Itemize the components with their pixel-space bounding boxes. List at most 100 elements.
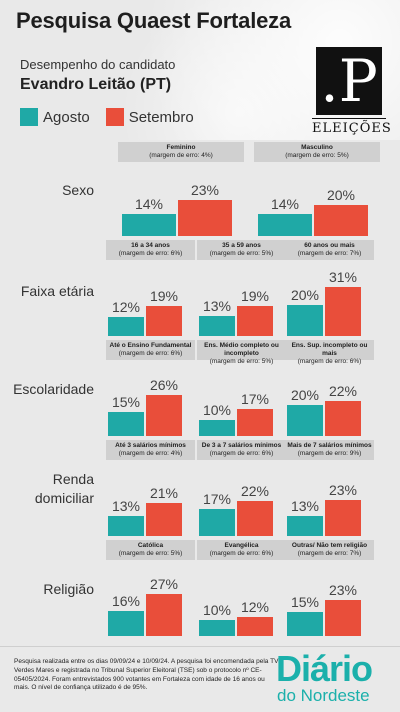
subgroup-label: Outras/ Não tem religião (margem de erro:…	[285, 540, 374, 560]
subgroup-name: Ens. Médio completo ou incompleto	[204, 342, 279, 357]
bar-agosto	[108, 412, 144, 436]
data-label: 22%	[328, 383, 358, 400]
margin-of-error: (margem de erro: 5%)	[285, 152, 349, 159]
legend-item-setembro: Setembro	[105, 108, 194, 126]
subgroup-name: Até 3 salários mínimos	[115, 442, 186, 449]
bar-agosto	[108, 317, 144, 336]
subgroup-label: 60 anos ou mais (margem de erro: 7%)	[285, 240, 374, 260]
data-label: 21%	[149, 485, 179, 502]
logo-divider	[312, 118, 386, 119]
margin-of-error: (margem de erro: 6%)	[118, 250, 183, 257]
bar-setembro	[325, 499, 361, 536]
data-label: 22%	[240, 483, 270, 500]
data-label: 12%	[240, 599, 270, 616]
subgroup-name: Até o Ensino Fundamental	[109, 342, 192, 349]
subgroup-name: 16 a 34 anos	[131, 242, 170, 249]
page-title: Pesquisa Quaest Fortaleza	[16, 8, 291, 33]
data-label: 19%	[149, 288, 179, 305]
data-label: 13%	[111, 497, 141, 514]
subgroup-label: 35 a 59 anos (margem de erro: 5%)	[197, 240, 286, 260]
margin-of-error: (margem de erro: 4%)	[118, 450, 183, 457]
bar-setembro	[237, 501, 273, 536]
subgroup-label: 16 a 34 anos (margem de erro: 6%)	[106, 240, 195, 260]
page-subtitle: Desempenho do candidato	[20, 57, 176, 72]
data-label: 15%	[111, 394, 141, 411]
margin-of-error: (margem de erro: 6%)	[209, 550, 274, 557]
subgroup-label: Mais de 7 salários mínimos (margem de err…	[285, 440, 374, 460]
bar-setembro	[325, 401, 361, 436]
margin-of-error: (margem de erro: 4%)	[149, 152, 213, 159]
data-label: 10%	[202, 602, 232, 619]
data-label: 27%	[149, 575, 179, 592]
subgroup-label: De 3 a 7 salários mínimos (margem de erro…	[197, 440, 286, 460]
bar-agosto	[108, 515, 144, 536]
subgroup-label: Até o Ensino Fundamental (margem de erro:…	[106, 340, 195, 360]
bar-setembro	[146, 503, 182, 536]
data-label: 26%	[149, 377, 179, 394]
data-label: 14%	[270, 196, 300, 213]
data-label: 12%	[111, 299, 141, 316]
bar-agosto	[122, 214, 176, 236]
category-label: Sexo	[62, 182, 94, 198]
bar-setembro	[146, 306, 182, 336]
bar-agosto	[108, 610, 144, 636]
data-label: 13%	[290, 497, 320, 514]
margin-of-error: (margem de erro: 9%)	[297, 450, 362, 457]
data-label: 19%	[240, 288, 270, 305]
data-label: 16%	[111, 592, 141, 609]
bar-agosto	[287, 404, 323, 436]
margin-of-error: (margem de erro: 6%)	[118, 350, 183, 357]
data-label: 23%	[328, 481, 358, 498]
subgroup-name: 35 a 59 anos	[222, 242, 261, 249]
bar-agosto	[287, 304, 323, 336]
category-label: Religião	[43, 581, 94, 597]
brand-logo-diario: Diário	[276, 648, 373, 689]
legend-swatch-agosto	[20, 108, 38, 126]
data-label: 13%	[202, 297, 232, 314]
category-label: Escolaridade	[13, 381, 94, 397]
data-label: 14%	[134, 196, 164, 213]
bar-setembro	[178, 199, 232, 236]
subgroup-label: Evangélica (margem de erro: 6%)	[197, 540, 286, 560]
margin-of-error: (margem de erro: 7%)	[297, 250, 362, 257]
legend-label-setembro: Setembro	[128, 108, 194, 126]
category-label: Faixa etária	[20, 283, 94, 299]
data-label: 20%	[290, 386, 320, 403]
data-label: 20%	[290, 286, 320, 303]
subgroup-name: De 3 a 7 salários mínimos	[201, 442, 282, 449]
bar-setembro	[237, 306, 273, 336]
bar-setembro	[146, 395, 182, 436]
subgroup-label: Masculino (margem de erro: 5%)	[254, 142, 380, 162]
legend-swatch-setembro	[105, 108, 124, 126]
data-label: 31%	[328, 269, 358, 286]
subgroup-label: Até 3 salários mínimos (margem de erro: 4…	[106, 440, 195, 460]
margin-of-error: (margem de erro: 6%)	[209, 450, 274, 457]
bar-agosto	[199, 420, 235, 436]
margin-of-error: (margem de erro: 5%)	[209, 358, 274, 365]
category-label: Renda domiciliar	[34, 471, 94, 506]
bar-agosto	[199, 509, 235, 536]
bar-setembro	[237, 617, 273, 636]
bar-setembro	[325, 599, 361, 636]
eleicoes-logo: .P	[316, 47, 382, 115]
legend: Agosto Setembro	[20, 108, 210, 126]
bar-agosto	[258, 214, 312, 236]
bar-agosto	[287, 612, 323, 636]
margin-of-error: (margem de erro: 7%)	[297, 550, 362, 557]
data-label: 10%	[202, 402, 232, 419]
eleicoes-logo-text: ELEIÇÕES	[312, 121, 392, 136]
methodology-note: Pesquisa realizada entre os dias 09/09/2…	[14, 658, 279, 692]
subgroup-name: 60 anos ou mais	[304, 242, 355, 249]
subgroup-name: Masculino	[301, 144, 333, 151]
data-label: 15%	[290, 594, 320, 611]
subgroup-name: Mais de 7 salários mínimos	[287, 442, 372, 449]
data-label: 17%	[202, 491, 232, 508]
bar-agosto	[199, 315, 235, 336]
bar-setembro	[314, 204, 368, 236]
data-label: 23%	[190, 181, 220, 198]
footer-divider	[0, 646, 400, 647]
subgroup-label: Ens. Sup. incompleto ou mais (margem de e…	[285, 340, 374, 365]
margin-of-error: (margem de erro: 6%)	[297, 358, 362, 365]
subgroup-name: Feminino	[166, 144, 196, 151]
subgroup-label: Ens. Médio completo ou incompleto (margem…	[197, 340, 286, 365]
